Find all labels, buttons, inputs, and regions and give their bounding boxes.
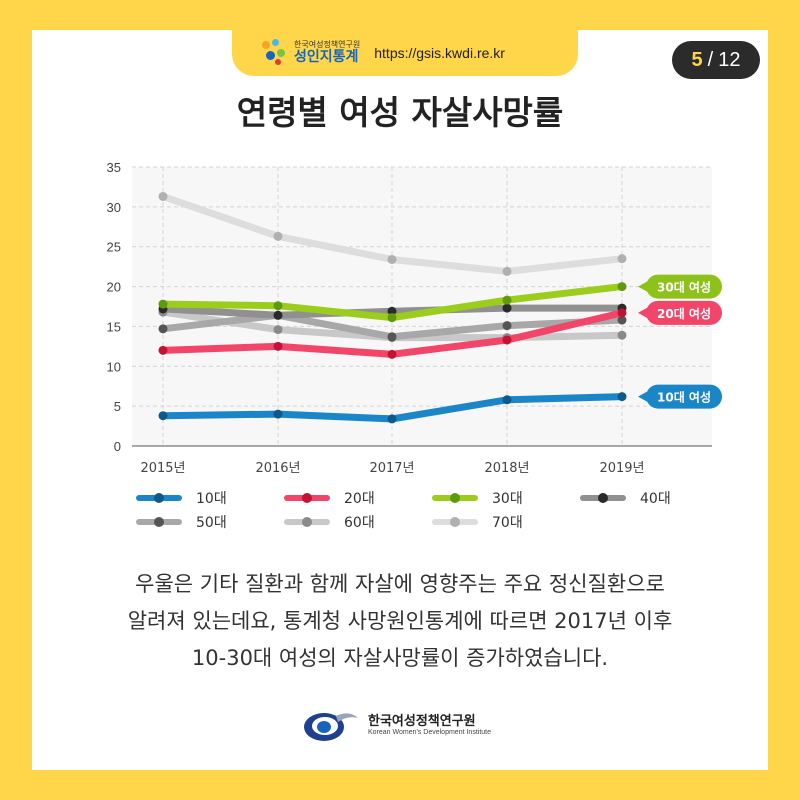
x-tick-label: 2015년 bbox=[140, 461, 185, 476]
annotation-badge bbox=[646, 274, 722, 299]
annotation-pointer bbox=[638, 307, 647, 318]
legend-swatch bbox=[432, 517, 478, 527]
y-tick-label: 35 bbox=[107, 160, 121, 175]
data-point-40대 bbox=[273, 310, 283, 320]
annotation-label: 10대 여성 bbox=[657, 390, 711, 405]
footer-org-name: 한국여성정책연구원 bbox=[368, 714, 476, 729]
data-point-50대 bbox=[617, 315, 627, 325]
data-point-70대 bbox=[617, 254, 627, 264]
data-point-10대 bbox=[387, 414, 397, 424]
y-tick-label: 5 bbox=[114, 399, 121, 414]
legend-item-60대: 60대 bbox=[284, 512, 375, 532]
data-point-10대 bbox=[273, 409, 283, 419]
annotation-label: 30대 여성 bbox=[657, 280, 711, 295]
legend-swatch bbox=[284, 517, 330, 527]
y-tick-label: 20 bbox=[107, 280, 121, 295]
chart-title: 연령별 여성 자살사망률 bbox=[236, 93, 564, 132]
legend-item-10대: 10대 bbox=[136, 488, 227, 508]
brand-logo-icon bbox=[262, 39, 286, 67]
legend-item-50대: 50대 bbox=[136, 512, 227, 532]
data-point-10대 bbox=[158, 411, 168, 421]
brand-name: 성인지통계 bbox=[294, 48, 359, 65]
data-point-20대 bbox=[158, 345, 168, 355]
y-tick-label: 0 bbox=[114, 439, 121, 454]
chart-axes: 0 5 10 15 20 25 30 35 2015년 2016년 2017년 2018년 2019년 bbox=[107, 160, 712, 476]
data-point-50대 bbox=[158, 324, 168, 334]
x-tick-label: 2016년 bbox=[255, 461, 300, 476]
annotation-pointer bbox=[638, 281, 647, 292]
data-point-70대 bbox=[273, 231, 283, 241]
chart-annotations: 30대 여성 20대 여성 10대 여성 bbox=[638, 274, 722, 409]
data-point-20대 bbox=[387, 349, 397, 359]
page-separator: / bbox=[707, 48, 714, 71]
data-point-30대 bbox=[387, 313, 397, 323]
header-tab bbox=[232, 30, 578, 76]
annotation-pointer bbox=[638, 391, 647, 402]
data-point-60대 bbox=[617, 330, 627, 340]
data-point-70대 bbox=[158, 191, 168, 201]
legend-item-30대: 30대 bbox=[432, 488, 523, 508]
chart-series bbox=[158, 191, 627, 424]
description: 우울은 기타 질환과 함께 자살에 영향주는 주요 정신질환으로 알려져 있는데… bbox=[40, 566, 760, 677]
description-line: 10-30대 여성의 자살사망률이 증가하였습니다. bbox=[191, 646, 609, 670]
kwdi-logo-icon bbox=[304, 713, 358, 741]
brand-org-small: 한국여성정책연구원 bbox=[294, 40, 361, 50]
data-point-40대 bbox=[387, 306, 397, 316]
data-point-20대 bbox=[273, 341, 283, 351]
x-tick-label: 2017년 bbox=[369, 461, 414, 476]
legend-label: 20대 bbox=[344, 491, 375, 507]
footer-org-name-en: Korean Women's Development Institute bbox=[368, 729, 491, 737]
legend-label: 10대 bbox=[196, 491, 227, 507]
brand-header[interactable]: 한국여성정책연구원 성인지통계 https://gsis.kwdi.re.kr bbox=[262, 30, 505, 76]
legend-label: 70대 bbox=[492, 515, 523, 531]
page-total: 12 bbox=[718, 48, 741, 71]
legend-swatch bbox=[284, 493, 330, 503]
legend-swatch bbox=[432, 493, 478, 503]
data-point-60대 bbox=[273, 325, 283, 335]
legend-swatch bbox=[580, 493, 626, 503]
legend-item-70대: 70대 bbox=[432, 512, 523, 532]
data-point-30대 bbox=[617, 282, 627, 292]
data-point-20대 bbox=[617, 308, 627, 318]
footer-logo[interactable]: 한국여성정책연구원 Korean Women's Development Ins… bbox=[300, 708, 491, 744]
legend-swatch bbox=[136, 493, 182, 503]
annotation-badge bbox=[646, 300, 722, 325]
description-line: 우울은 기타 질환과 함께 자살에 영향주는 주요 정신질환으로 bbox=[135, 572, 665, 596]
annotation-label: 20대 여성 bbox=[657, 306, 711, 321]
legend-label: 50대 bbox=[196, 515, 227, 531]
data-point-70대 bbox=[387, 254, 397, 264]
legend-item-20대: 20대 bbox=[284, 488, 375, 508]
page-indicator: 5 / 12 bbox=[672, 41, 760, 79]
legend-label: 60대 bbox=[344, 515, 375, 531]
description-line: 알려져 있는데요, 통계청 사망원인통계에 따르면 2017년 이후 bbox=[127, 609, 673, 633]
legend-label: 40대 bbox=[640, 491, 671, 507]
data-point-70대 bbox=[502, 266, 512, 276]
data-point-30대 bbox=[273, 301, 283, 311]
data-point-30대 bbox=[502, 295, 512, 305]
data-point-30대 bbox=[158, 299, 168, 309]
data-point-50대 bbox=[387, 332, 397, 342]
y-tick-label: 30 bbox=[107, 200, 121, 215]
data-point-10대 bbox=[617, 392, 627, 402]
legend-label: 30대 bbox=[492, 491, 523, 507]
data-point-40대 bbox=[502, 303, 512, 313]
page-current: 5 bbox=[691, 48, 703, 71]
data-point-50대 bbox=[502, 321, 512, 331]
y-tick-label: 25 bbox=[107, 240, 121, 255]
y-tick-label: 15 bbox=[107, 319, 121, 334]
legend-item-40대: 40대 bbox=[580, 488, 671, 508]
site-url-link[interactable]: https://gsis.kwdi.re.kr bbox=[374, 45, 505, 61]
x-tick-label: 2018년 bbox=[484, 461, 529, 476]
x-tick-label: 2019년 bbox=[599, 461, 644, 476]
data-point-20대 bbox=[502, 335, 512, 345]
annotation-badge bbox=[646, 384, 722, 409]
y-tick-label: 10 bbox=[107, 359, 121, 374]
legend-swatch bbox=[136, 517, 182, 527]
data-point-10대 bbox=[502, 395, 512, 405]
